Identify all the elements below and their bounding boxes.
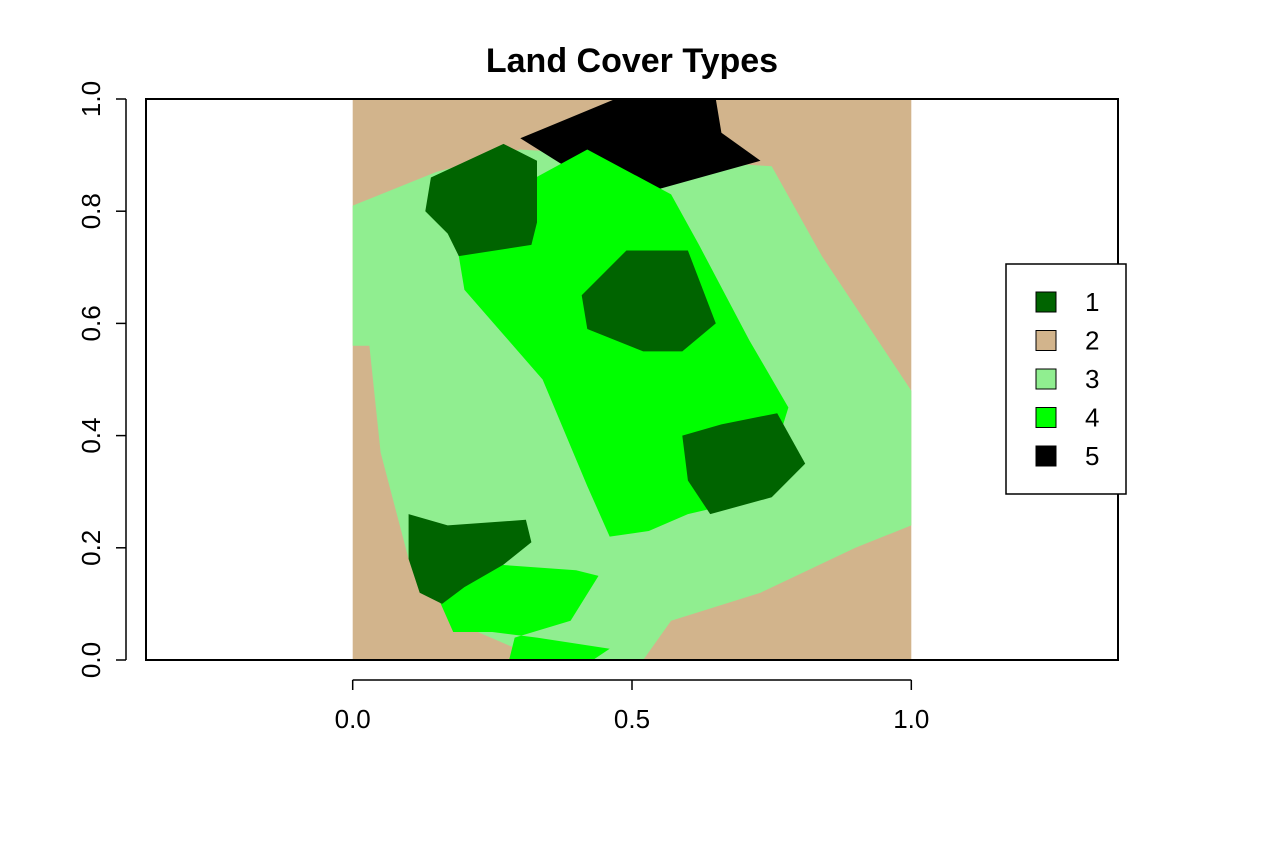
x-tick-label: 1.0 — [893, 704, 929, 734]
legend-label-2: 2 — [1085, 326, 1099, 356]
raster-layer — [352, 99, 912, 660]
y-axis: 0.0 0.2 0.4 0.6 0.8 1.0 — [76, 81, 127, 678]
y-tick-label: 0.2 — [76, 530, 106, 566]
chart-title: Land Cover Types — [486, 42, 778, 80]
legend-label-1: 1 — [1085, 287, 1099, 317]
land-cover-region-class-1 — [425, 143, 537, 257]
y-tick-label: 1.0 — [76, 81, 106, 117]
land-cover-region-class-4 — [430, 564, 610, 660]
land-cover-region-class-1 — [581, 250, 716, 352]
land-cover-region-class-1 — [682, 413, 806, 515]
legend-swatch-5 — [1035, 445, 1057, 467]
x-axis: 0.0 0.5 1.0 — [335, 679, 929, 734]
legend-label-3: 3 — [1085, 364, 1099, 394]
legend: 1 2 3 4 5 — [1005, 263, 1127, 495]
land-cover-region-class-1 — [408, 514, 532, 604]
legend-swatch-4 — [1035, 407, 1057, 428]
x-tick-label: 0.0 — [335, 704, 371, 734]
y-tick-label: 0.8 — [76, 193, 106, 229]
y-tick-label: 0.0 — [76, 642, 106, 678]
y-tick-label: 0.4 — [76, 418, 106, 454]
legend-swatch-1 — [1035, 291, 1057, 313]
x-tick-label: 0.5 — [614, 704, 650, 734]
legend-box — [1005, 263, 1127, 495]
legend-label-4: 4 — [1085, 403, 1099, 433]
legend-label-5: 5 — [1085, 441, 1099, 471]
legend-swatch-3 — [1035, 368, 1057, 390]
y-tick-label: 0.6 — [76, 305, 106, 341]
legend-swatch-2 — [1035, 330, 1057, 351]
